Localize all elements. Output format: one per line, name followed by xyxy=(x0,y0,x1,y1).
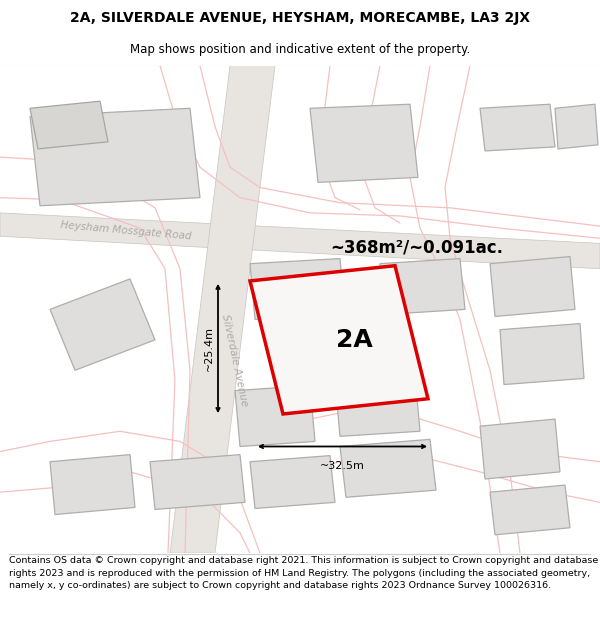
Text: 2A, SILVERDALE AVENUE, HEYSHAM, MORECAMBE, LA3 2JX: 2A, SILVERDALE AVENUE, HEYSHAM, MORECAMB… xyxy=(70,11,530,26)
Polygon shape xyxy=(490,485,570,535)
Polygon shape xyxy=(480,419,560,479)
Polygon shape xyxy=(235,386,315,446)
Text: ~32.5m: ~32.5m xyxy=(320,461,365,471)
Polygon shape xyxy=(30,101,108,149)
Polygon shape xyxy=(555,104,598,149)
Polygon shape xyxy=(250,259,345,319)
Text: Heysham Mossgate Road: Heysham Mossgate Road xyxy=(60,221,192,242)
Polygon shape xyxy=(310,104,418,182)
Polygon shape xyxy=(480,104,555,151)
Polygon shape xyxy=(50,454,135,514)
Polygon shape xyxy=(150,454,245,509)
Text: Silverdale Avenue: Silverdale Avenue xyxy=(220,313,250,407)
Polygon shape xyxy=(250,266,428,414)
Polygon shape xyxy=(380,259,465,314)
Text: Map shows position and indicative extent of the property.: Map shows position and indicative extent… xyxy=(130,42,470,56)
Polygon shape xyxy=(30,108,200,206)
Polygon shape xyxy=(500,324,584,384)
Text: ~368m²/~0.091ac.: ~368m²/~0.091ac. xyxy=(330,239,503,256)
Polygon shape xyxy=(335,376,420,436)
Polygon shape xyxy=(340,439,436,498)
Polygon shape xyxy=(490,256,575,316)
Polygon shape xyxy=(170,66,275,553)
Text: 2A: 2A xyxy=(335,328,373,352)
Polygon shape xyxy=(250,456,335,509)
Text: Contains OS data © Crown copyright and database right 2021. This information is : Contains OS data © Crown copyright and d… xyxy=(9,556,598,590)
Polygon shape xyxy=(50,279,155,370)
Polygon shape xyxy=(0,213,600,269)
Text: ~25.4m: ~25.4m xyxy=(204,326,214,371)
